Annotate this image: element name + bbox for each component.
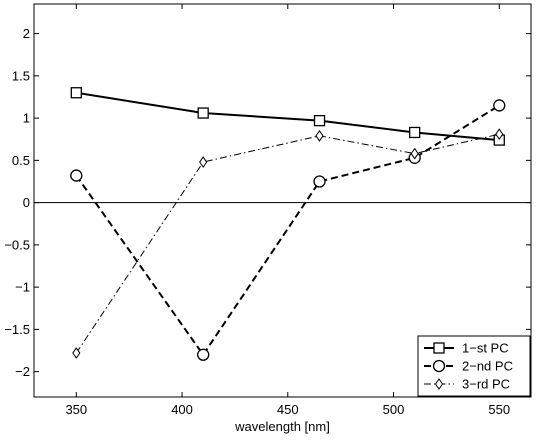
data-point (197, 348, 210, 361)
series-line (75, 104, 500, 356)
legend-marker (434, 378, 444, 390)
plot-area (33, 3, 532, 398)
y-tick-label: −2 (15, 364, 30, 379)
x-tick-label: 400 (171, 402, 193, 417)
legend-label: 1−st PC (462, 341, 509, 356)
legend-marker (433, 342, 445, 354)
x-tick-label: 550 (488, 402, 510, 417)
data-point (197, 107, 209, 119)
data-point (313, 175, 326, 188)
x-axis-label: wavelength [nm] (234, 419, 330, 434)
data-point (72, 347, 81, 359)
data-point (70, 87, 82, 99)
y-tick-label: −0.5 (4, 237, 30, 252)
series-1 (70, 87, 505, 146)
y-tick-label: 2 (23, 26, 30, 41)
data-point (315, 129, 324, 142)
y-tick-label: −1.5 (4, 322, 30, 337)
data-point (495, 128, 504, 141)
series-3 (72, 128, 504, 359)
x-tick-label: 500 (383, 402, 405, 417)
y-tick-label: 1.5 (12, 68, 30, 83)
y-tick-label: 0 (23, 195, 30, 210)
data-point (409, 126, 421, 139)
data-point (313, 114, 326, 127)
x-tick-label: 350 (65, 402, 87, 417)
y-tick-label: 0.5 (12, 153, 30, 168)
data-point (199, 156, 208, 168)
legend: 1−st PC 2−nd PC 3−rd PC (417, 335, 531, 397)
y-tick-label: −1 (15, 280, 30, 295)
data-point (493, 99, 506, 112)
series-group (70, 87, 506, 361)
legend-label: 2−nd PC (462, 359, 513, 374)
y-tick-label: 1 (23, 111, 30, 126)
axis-ticks: 350 400 450 500 550 −2 −1.5 −1 −0.5 0 0.5 1 1.5 2 (4, 4, 531, 417)
x-tick-label: 450 (277, 402, 299, 417)
data-point (70, 169, 83, 182)
data-point (410, 147, 419, 160)
legend-marker (432, 359, 446, 373)
legend-label: 3−rd PC (462, 377, 510, 392)
